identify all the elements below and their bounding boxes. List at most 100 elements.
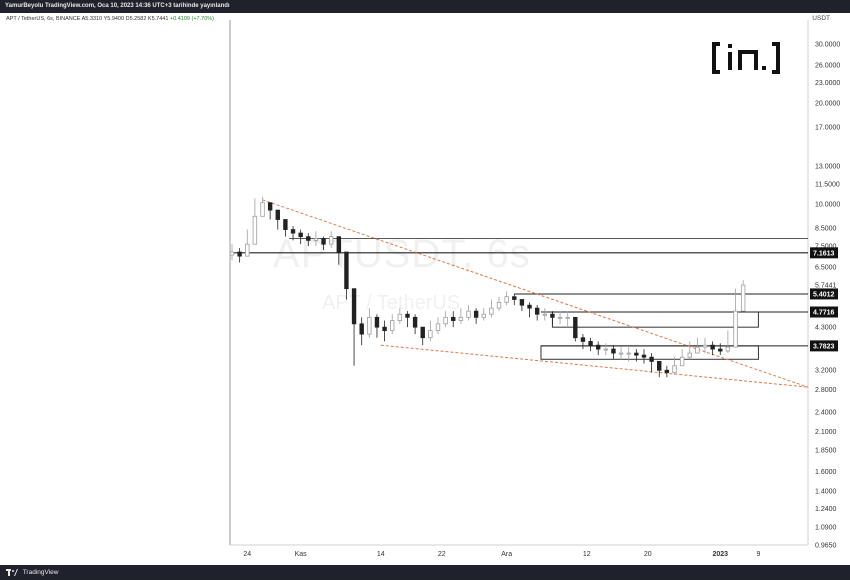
- candle-body: [664, 369, 670, 373]
- candle-body: [595, 344, 601, 350]
- price-tick-label: 2.8000: [815, 387, 837, 394]
- symbol-name: APT / TetherUS, 6s, BINANCE: [6, 16, 81, 22]
- price-label-bg: [810, 247, 838, 259]
- price-label: 7.1613: [813, 250, 835, 257]
- price-tick-label: 17.0000: [815, 124, 840, 131]
- time-tick-label: 9: [756, 551, 760, 558]
- watermark-name: APT / TetherUS: [322, 292, 461, 314]
- publish-bar: YamurBeyolu TradingView.com, Oca 10, 202…: [0, 0, 850, 13]
- price-tick-label: 30.0000: [815, 42, 840, 49]
- candle-body: [237, 251, 242, 257]
- price-tick-label: 26.0000: [815, 62, 840, 69]
- brand-logo: [712, 42, 780, 74]
- price-tick-label: 2.1000: [815, 429, 837, 436]
- candle-body: [443, 316, 448, 325]
- candle-body: [512, 296, 517, 300]
- ohlc-open: A5.3310: [81, 16, 103, 22]
- candle-body: [390, 320, 395, 332]
- time-tick-label: 20: [644, 551, 652, 558]
- time-tick-label: Kas: [295, 551, 308, 558]
- price-tick-label: 0.9650: [815, 543, 837, 550]
- footer-brand: TradingView: [22, 569, 59, 576]
- candle-body: [588, 341, 593, 346]
- price-label-bg: [810, 340, 838, 352]
- candle-body: [458, 316, 464, 321]
- candle-body: [428, 330, 433, 339]
- candle-body: [679, 356, 685, 367]
- price-tick-label: 4.3000: [815, 325, 837, 332]
- footer-bar: TradingView: [0, 565, 850, 580]
- watermark-symbol: APTUSDT, 6s: [273, 232, 531, 276]
- candle-body: [283, 219, 288, 230]
- ohlc-low: D5.2582: [125, 16, 147, 22]
- price-tick-label: 2.4000: [815, 410, 837, 417]
- candle-body: [534, 307, 540, 315]
- candle-body: [603, 348, 609, 351]
- candle-body: [245, 243, 250, 257]
- candle-body: [527, 304, 532, 309]
- price-chart[interactable]: 30.0000 26.0000 23.0000 20.0000 17.0000 13.00…: [0, 13, 850, 565]
- candle-body: [367, 316, 372, 335]
- candle-body: [451, 316, 456, 321]
- candle-body: [496, 301, 502, 309]
- chart-area[interactable]: 30.0000 26.0000 23.0000 20.0000 17.0000 13.00…: [0, 13, 850, 565]
- time-tick-label: 12: [583, 551, 591, 558]
- candle-body: [275, 209, 280, 220]
- price-tick-label: 11.5000: [815, 181, 840, 188]
- candle-body: [397, 313, 403, 321]
- candle-body: [420, 326, 425, 339]
- resistance-zone: [551, 311, 759, 328]
- price-tick-label: 1.8500: [815, 448, 837, 455]
- candle-body: [733, 310, 738, 348]
- candle-body: [336, 236, 342, 253]
- candle-body: [519, 299, 525, 306]
- price-label: 4.7716: [813, 310, 835, 317]
- candle-body: [306, 236, 311, 241]
- price-tick-label: 1.2400: [815, 506, 837, 513]
- trendline: [380, 344, 809, 388]
- time-tick-label: 14: [377, 551, 385, 558]
- candle-body: [542, 313, 547, 316]
- candle-body: [649, 356, 654, 362]
- candle-body: [580, 337, 586, 342]
- candle-body: [313, 238, 319, 241]
- candle-body: [351, 288, 357, 325]
- candle-body: [641, 354, 647, 358]
- candle-body: [412, 316, 418, 328]
- price-tick-label: 1.0900: [815, 525, 837, 532]
- candle-body: [298, 232, 303, 238]
- candle-body: [725, 346, 731, 352]
- price-tick-label: 7.5000: [815, 244, 837, 251]
- time-tick-label: 2023: [712, 551, 728, 558]
- candle-body: [657, 361, 662, 371]
- candle-body: [573, 316, 578, 339]
- candle-body: [618, 352, 624, 355]
- candle-body: [565, 316, 570, 319]
- candle-body: [290, 229, 296, 234]
- candle-body: [481, 313, 486, 318]
- price-label-bg: [810, 306, 838, 318]
- candle-body: [687, 352, 692, 358]
- candle-body: [473, 310, 479, 318]
- price-tick-label: 1.4000: [815, 488, 837, 495]
- price-label: 3.7823: [813, 343, 835, 350]
- ohlc-close: K5.7441: [147, 16, 169, 22]
- price-label: 5.4012: [813, 291, 835, 298]
- candle-body: [672, 365, 677, 373]
- currency-label: USDT: [812, 15, 830, 22]
- price-tick-label: 3.2000: [815, 368, 837, 375]
- price-tick-label: 20.0000: [815, 101, 840, 108]
- candle-body: [740, 284, 746, 312]
- price-tick-label: 6.5000: [815, 264, 837, 271]
- price-tick-label: 10.0000: [815, 202, 840, 209]
- candle-body: [710, 344, 715, 350]
- trendline: [262, 199, 809, 388]
- price-label-bg: [810, 288, 838, 300]
- price-tick-label: 8.5000: [815, 225, 837, 232]
- candle-body: [611, 348, 616, 354]
- price-change: +0.4109 (+7.70%): [169, 16, 214, 22]
- candle-body: [260, 202, 265, 217]
- publish-line: YamurBeyolu TradingView.com, Oca 10, 202…: [5, 3, 230, 9]
- candle-body: [550, 313, 555, 318]
- candle-body: [382, 326, 387, 332]
